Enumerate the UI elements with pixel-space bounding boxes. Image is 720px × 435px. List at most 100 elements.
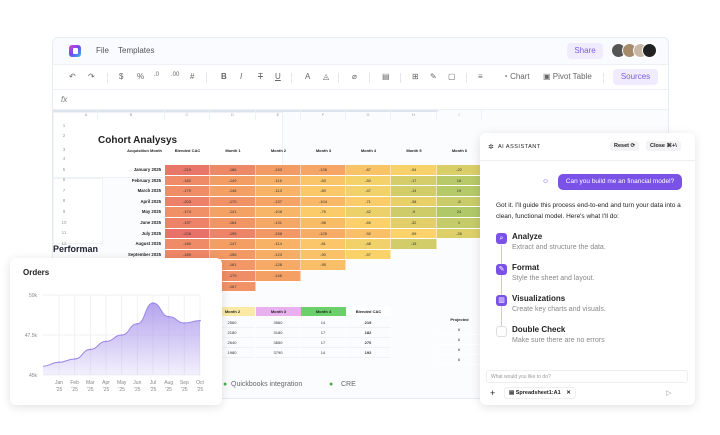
cohort-cell[interactable]: -108 [256,207,301,218]
data-point[interactable] [183,322,186,324]
row-header[interactable]: 9 [62,209,66,214]
cohort-cell[interactable]: 16 [437,175,482,187]
column-header[interactable]: B [98,110,165,120]
cohort-cell[interactable]: -123 [256,249,301,261]
close-button[interactable]: Close ⌘+\ [646,141,681,151]
row-header[interactable]: 12 [61,240,67,246]
cohort-cell[interactable]: 1 [437,218,482,229]
bold-icon[interactable]: B [221,72,227,81]
cohort-cell[interactable]: -161 [210,260,256,271]
cohort-cell[interactable]: -26 [437,228,482,240]
cohort-cell[interactable]: -57 [346,249,391,261]
cohort-cell[interactable]: -5 [437,196,482,208]
summary-cell[interactable]: 2180 [210,328,255,338]
data-point[interactable] [58,361,60,363]
row-header[interactable]: 10 [61,219,67,225]
row-header[interactable]: 2 [62,133,66,138]
performance-cell[interactable]: 6 [437,355,482,365]
summary-cell[interactable]: 3180 [256,328,301,338]
cohort-cell[interactable]: -228 [165,228,210,240]
cohort-cell[interactable]: -47 [346,186,391,197]
remove-chip-icon[interactable]: ✕ [566,390,571,396]
summary-cell[interactable]: 2640 [210,338,255,348]
cohort-cell[interactable]: -182 [165,175,210,187]
cohort-cell[interactable]: -83 [301,175,346,187]
cohort-cell[interactable]: -164 [210,218,256,229]
cohort-cell[interactable]: -141 [210,207,256,218]
cohort-cell[interactable]: -195 [210,228,256,240]
cohort-cell[interactable]: -75 [301,207,346,218]
cohort-cell[interactable]: -128 [256,260,301,271]
orders-chart-card[interactable]: Orders 45k 47.5k 50k Jan '25 Feb '25 Mar '25 Apr '… [10,258,222,405]
data-point[interactable] [89,348,92,351]
cohort-cell[interactable]: -59 [391,228,437,240]
reset-button[interactable]: Reset ⟳ [610,141,640,151]
redo-icon[interactable]: ↷ [88,72,95,81]
send-icon[interactable]: ▷ [666,390,672,397]
summary-cell[interactable]: 270 [346,338,391,348]
cohort-cell[interactable]: -137 [256,196,301,208]
cohort-cell[interactable]: -156 [210,249,256,261]
cohort-cell[interactable]: -153 [256,165,301,176]
cohort-cell[interactable]: -146 [210,186,256,197]
cohort-cell[interactable]: -113 [256,186,301,197]
cohort-cell[interactable]: -81 [301,239,346,250]
cohort-cell[interactable]: -170 [210,196,256,208]
cohort-cell[interactable]: -135 [301,165,346,176]
cohort-cell[interactable]: -147 [210,239,256,250]
cohort-cell[interactable]: -179 [210,271,256,282]
cohort-cell[interactable]: -219 [165,165,210,176]
cohort-cell[interactable]: -158 [256,228,301,240]
summary-cell[interactable]: 14 [301,318,346,328]
summary-cell[interactable]: 1980 [210,348,255,358]
cohort-cell[interactable]: -114 [256,239,301,250]
cohort-cell[interactable]: -203 [165,196,210,208]
performance-cell[interactable]: 6 [437,345,482,355]
cohort-cell[interactable]: -50 [346,175,391,187]
cohort-cell[interactable]: -131 [256,218,301,229]
data-point[interactable] [167,315,170,318]
data-point[interactable] [120,334,123,336]
row-header[interactable]: 4 [62,156,66,161]
summary-cell[interactable]: 17 [301,328,346,338]
cohort-cell[interactable]: -65 [346,218,391,229]
shape-icon[interactable]: ▢ [448,72,456,81]
data-point[interactable] [105,340,107,343]
borders-icon[interactable]: ⊞ [412,72,419,81]
cohort-cell[interactable]: -186 [210,165,256,176]
cohort-cell[interactable]: -180 [165,239,210,250]
cohort-cell[interactable]: -116 [256,175,301,187]
summary-cell[interactable]: 3790 [256,348,301,358]
row-header[interactable]: 6 [62,177,66,183]
menu-file[interactable]: File [96,46,109,55]
column-header[interactable]: C [165,110,210,120]
cohort-cell[interactable]: 24 [437,207,482,218]
row-header[interactable]: 1 [62,123,66,128]
column-header[interactable]: A [75,110,98,120]
data-point[interactable] [73,358,76,360]
summary-cell[interactable]: 219 [346,318,391,328]
pen-icon[interactable]: ✎ [430,72,437,81]
column-header[interactable]: E [256,110,301,120]
cohort-cell[interactable]: -95 [301,260,346,271]
quickbooks-integration-link[interactable]: Quickbooks integration [231,381,303,388]
data-point[interactable] [199,319,201,322]
cohort-cell[interactable]: -15 [391,239,437,250]
number-format-icon[interactable]: # [190,72,195,81]
column-header[interactable]: I [437,110,482,120]
cohort-cell[interactable]: -104 [301,196,346,208]
cohort-cell[interactable]: -54 [391,165,437,176]
cohort-cell[interactable]: -22 [437,165,482,176]
cohort-cell[interactable]: -32 [391,218,437,229]
increase-decimal-icon[interactable]: .00 [171,72,180,78]
percent-icon[interactable]: % [137,72,145,81]
cohort-cell[interactable]: -167 [210,281,256,293]
chart-button[interactable]: ◔ Chart [503,72,530,81]
cohort-cell[interactable]: -98 [301,218,346,229]
cohort-cell[interactable]: -125 [301,228,346,240]
summary-cell[interactable]: 182 [346,328,391,338]
column-header[interactable]: D [210,110,256,120]
performance-cell[interactable]: 6 [437,325,482,335]
summary-cell[interactable]: 3650 [256,338,301,348]
text-color-icon[interactable]: A [305,72,311,81]
